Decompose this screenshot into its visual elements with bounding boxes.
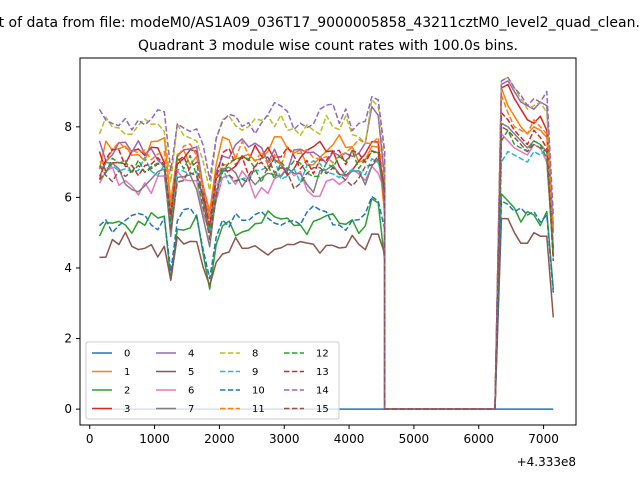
legend-label: 2 xyxy=(124,386,130,397)
y-tick-label: 8 xyxy=(64,120,72,134)
y-tick-label: 2 xyxy=(64,332,72,346)
series-line-15 xyxy=(98,126,555,410)
axes-frame xyxy=(79,57,577,426)
chart-title: Quadrant 3 module wise count rates with … xyxy=(138,38,518,54)
legend-label: 8 xyxy=(252,349,258,360)
x-tick-label: 6000 xyxy=(463,432,494,446)
x-tick-label: 4000 xyxy=(334,432,365,446)
legend-label: 3 xyxy=(124,404,130,415)
x-tick-label: 1000 xyxy=(139,432,170,446)
x-axis-ticks: 0 1000 2000 3000 4000 5000 6000 7000 xyxy=(86,425,559,446)
legend-label: 6 xyxy=(188,386,194,397)
x-tick-label: 5000 xyxy=(399,432,430,446)
x-tick-label: 0 xyxy=(86,432,94,446)
legend-label: 14 xyxy=(316,386,329,397)
legend-label: 0 xyxy=(124,349,130,360)
legend-label: 7 xyxy=(188,404,194,415)
legend-label: 9 xyxy=(252,367,258,378)
x-tick-label: 3000 xyxy=(269,432,300,446)
legend-label: 12 xyxy=(316,349,329,360)
legend-label: 11 xyxy=(252,404,265,415)
y-tick-label: 0 xyxy=(64,402,72,416)
series-line-14 xyxy=(98,76,555,410)
legend-label: 4 xyxy=(188,349,194,360)
y-tick-label: 4 xyxy=(64,261,72,275)
y-tick-label: 6 xyxy=(64,190,72,204)
chart-suptitle: Plot of data from file: modeM0/AS1A09_03… xyxy=(0,15,640,31)
series-line-11 xyxy=(99,94,555,410)
legend-label: 1 xyxy=(124,367,130,378)
plot-lines xyxy=(98,76,555,410)
x-tick-label: 2000 xyxy=(204,432,235,446)
legend-box xyxy=(85,341,340,420)
x-tick-label: 7000 xyxy=(528,432,559,446)
y-axis-ticks: 0 2 4 6 8 xyxy=(64,120,80,416)
legend-label: 13 xyxy=(316,367,329,378)
legend-label: 5 xyxy=(188,367,194,378)
legend-label: 15 xyxy=(316,404,329,415)
legend-label: 10 xyxy=(252,386,265,397)
x-axis-offset-label: +4.333e8 xyxy=(517,455,576,469)
